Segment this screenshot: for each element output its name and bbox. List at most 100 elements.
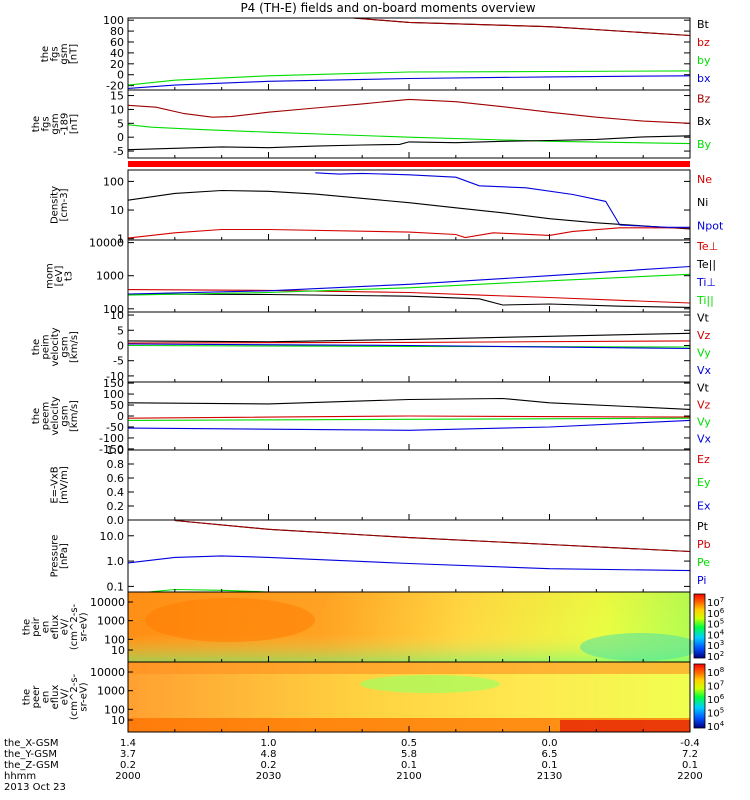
y-axis-label: peem	[41, 402, 52, 430]
x-axis-value: 0.5	[401, 738, 417, 749]
y-tick-label: 0.8	[107, 458, 125, 471]
y-tick-label: 40	[110, 47, 124, 60]
series-Ne	[127, 227, 690, 239]
legend-Vt: Vt	[697, 381, 710, 394]
series-bx	[127, 75, 691, 89]
y-axis-label: [nT]	[68, 44, 79, 64]
legend-Pb: Pb	[697, 538, 711, 551]
y-axis-label: E=-VxB	[49, 466, 60, 503]
legend-By: By	[697, 138, 712, 151]
y-tick-label: 20	[110, 58, 124, 71]
y-axis-label: en	[41, 691, 52, 704]
legend-Ey: Ey	[697, 476, 711, 489]
y-tick-label: 100	[103, 303, 124, 316]
y-axis-label: velocity	[50, 396, 61, 435]
colorbar-peir_spec	[693, 593, 706, 659]
legend-Vz: Vz	[697, 329, 711, 342]
colorbar-tick-label: 106	[707, 693, 725, 706]
x-axis-value: 3.7	[120, 749, 136, 760]
series-Ni	[127, 189, 691, 230]
colorbar-tick-label: 102	[707, 650, 724, 663]
panel-pressure: 10.0 1.0 0.1 Pt Pb Pe Pi Pressure[nPa]	[49, 519, 711, 603]
x-axis-row-label: the_Z-GSM	[4, 760, 59, 771]
panel-temperature: 10000 1000 100 Te⊥ Te|| Ti⊥ Ti|| mom[eV]t3	[45, 237, 719, 316]
y-tick-label: 80	[110, 25, 124, 38]
y-tick-label: 100	[103, 175, 124, 188]
y-tick-label: -5	[113, 355, 124, 368]
spectrogram-peak	[145, 598, 315, 642]
x-axis-date: 2013 Oct 23	[4, 782, 66, 793]
y-tick-label: 10	[110, 103, 124, 116]
colorbar-tick-label: 104	[707, 720, 725, 733]
y-axis-label: [km/s]	[69, 400, 80, 432]
y-axis-label: Density	[49, 186, 60, 224]
series-Pb	[174, 519, 691, 553]
y-axis-label: (cm^2-s-	[69, 673, 80, 720]
x-axis-value: -0.4	[680, 738, 700, 749]
x-axis-value: 0.1	[542, 760, 558, 771]
y-tick-label: 0.0	[107, 514, 125, 527]
panel-density: 100 10 1 Ne Ni Npot Density[cm-3]	[49, 169, 724, 246]
legend-Bt: Bt	[697, 18, 710, 31]
x-axis-value: 5.8	[401, 749, 417, 760]
legend-Vy: Vy	[697, 347, 711, 360]
panel-frame	[127, 89, 691, 159]
y-axis-label: eflux	[50, 685, 61, 710]
figure-title: P4 (TH-E) fields and on-board moments ov…	[240, 1, 535, 15]
y-tick-label: 1000	[97, 615, 125, 628]
spectrogram-low	[580, 633, 700, 661]
y-axis-label: the	[31, 408, 42, 424]
y-axis-label: [km/s]	[69, 331, 80, 363]
y-axis-label: [cm-3]	[59, 188, 70, 221]
legend-Vx: Vx	[697, 364, 712, 377]
x-axis-value: 1.4	[120, 738, 136, 749]
y-tick-label: 10.0	[100, 530, 125, 543]
x-axis-value: 2200	[677, 771, 702, 782]
y-tick-label: 10000	[89, 237, 124, 250]
y-axis-label: gsm	[50, 113, 61, 134]
legend-Pt: Pt	[697, 520, 709, 533]
x-axis-row-label: the_X-GSM	[4, 738, 58, 749]
y-tick-label: 0.6	[107, 472, 125, 485]
y-tick-label: 5	[117, 117, 124, 130]
y-tick-label: 15	[110, 90, 124, 103]
y-axis-label: sr-eV)	[79, 682, 90, 711]
y-axis-label: [mV/m]	[59, 466, 70, 504]
y-tick-label: 100	[103, 14, 124, 27]
y-tick-label: 0.1	[107, 580, 125, 593]
y-axis-label: [nT]	[69, 114, 80, 134]
legend-Te⊥: Te⊥	[696, 240, 718, 253]
panel-frame	[127, 169, 691, 241]
y-axis-label: [eV]	[54, 266, 65, 287]
y-tick-label: 10000	[90, 666, 125, 679]
x-axis-value: 7.2	[682, 749, 698, 760]
colorbar-tick-label: 108	[707, 666, 724, 679]
series-Vz	[127, 415, 691, 419]
x-axis-value: 6.5	[542, 749, 558, 760]
legend-Vt: Vt	[697, 312, 710, 325]
y-tick-label: -150	[99, 443, 124, 456]
legend-Ti||: Ti||	[696, 294, 714, 307]
y-tick-label: -5	[113, 145, 124, 158]
y-axis-label: the	[31, 339, 42, 355]
y-tick-label: 100	[104, 633, 125, 646]
series-bz	[352, 17, 691, 37]
panel-peim_velocity: 10 5 0 -5 -10 Vt Vz Vy Vx thepeimvelocitygsm[km/s…	[31, 309, 712, 383]
y-axis-label: (cm^2-s-	[69, 603, 80, 650]
x-axis-value: 0.0	[542, 738, 558, 749]
y-axis-label: gsm	[60, 405, 71, 426]
y-tick-label: -10	[106, 370, 124, 383]
colorbar-peer_spec	[693, 663, 706, 729]
colorbar-tick-label: 105	[707, 707, 724, 720]
x-axis-value: 0.1	[682, 760, 698, 771]
y-tick-label: 10000	[90, 596, 125, 609]
x-axis-value: 0.1	[401, 760, 417, 771]
y-tick-label: -100	[99, 432, 124, 445]
x-axis-value: 2130	[537, 771, 562, 782]
x-axis-value: 1.0	[261, 738, 277, 749]
y-tick-label: 100	[103, 388, 124, 401]
series-Bx	[127, 135, 691, 151]
